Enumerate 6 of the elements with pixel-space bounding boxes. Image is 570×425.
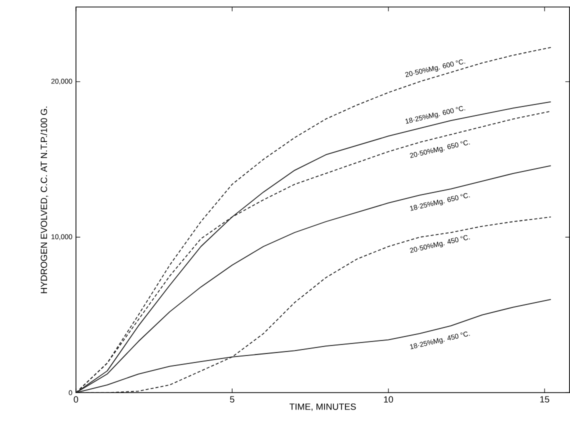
x-tick-label: 10 [384, 396, 394, 403]
x-tick-label: 15 [540, 396, 550, 403]
x-tick-label: 5 [230, 396, 234, 403]
x-tick-label: 0 [74, 396, 78, 403]
y-axis-title: HYDROGEN EVOLVED, C.C. AT N.T.P./100 G. [40, 106, 48, 294]
x-axis-title: TIME, MINUTES [290, 404, 356, 412]
